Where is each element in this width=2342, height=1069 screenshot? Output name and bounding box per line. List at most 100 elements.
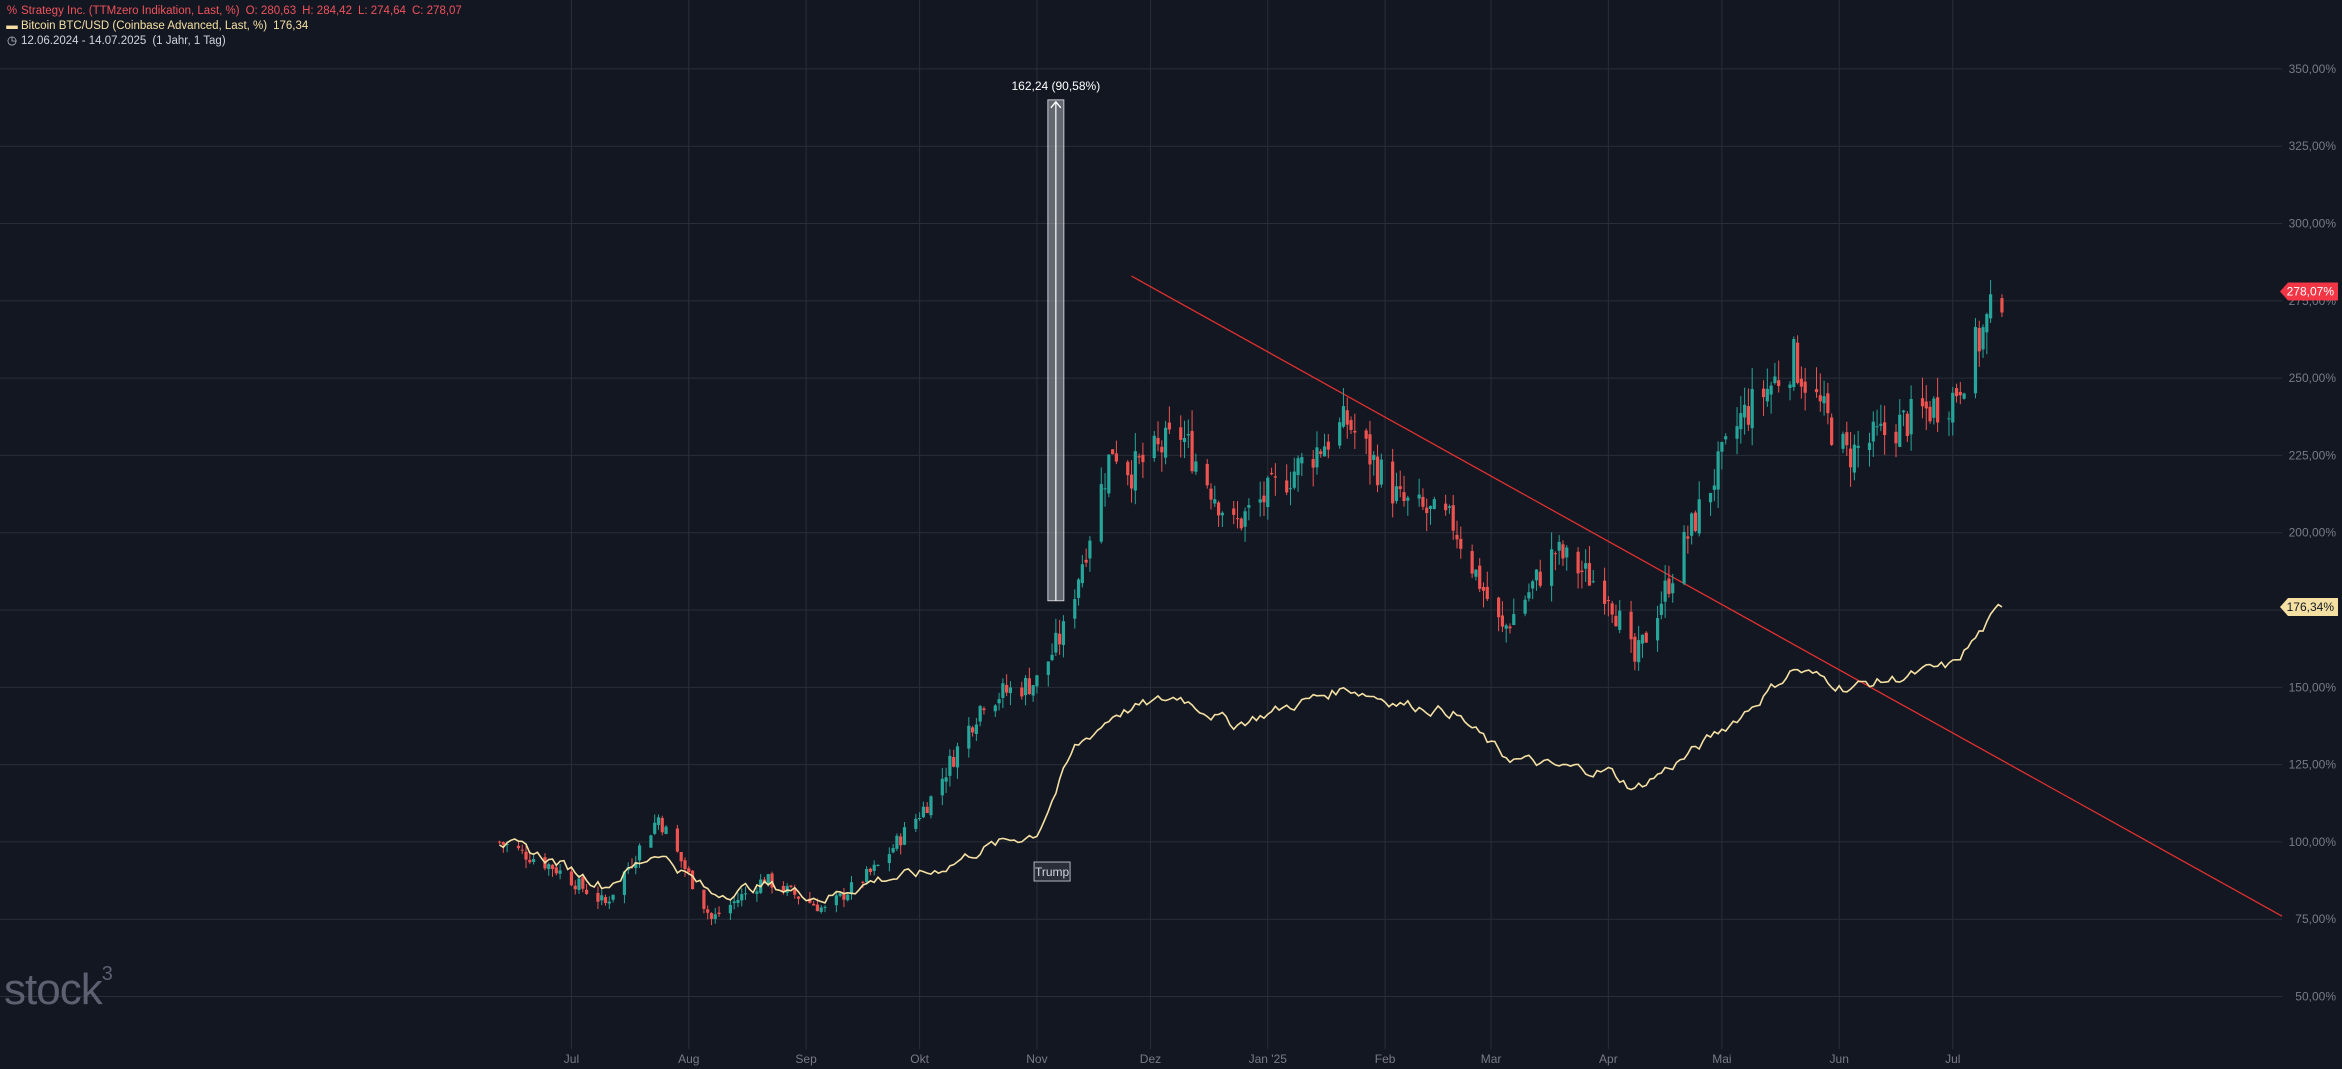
x-tick-label: Apr (1599, 1052, 1618, 1066)
candle-body (876, 864, 880, 866)
logo-sup: 3 (101, 963, 113, 985)
candle-body (1735, 426, 1739, 439)
candle-body (918, 818, 922, 820)
y-tick-label: 325,00% (2289, 139, 2337, 153)
candle-body (1803, 381, 1807, 393)
candle-body (1137, 456, 1141, 458)
candle-body (1958, 391, 1962, 396)
candle-body (622, 871, 627, 895)
candle-body (660, 818, 664, 833)
candle-body (1750, 389, 1754, 429)
candle-body (1769, 385, 1773, 395)
candle-body (497, 841, 502, 843)
candle-body (1425, 507, 1429, 514)
candle-body (1269, 472, 1274, 475)
x-tick-label: Jun (1830, 1052, 1849, 1066)
candle-body (1266, 477, 1270, 508)
candle-body (1160, 446, 1164, 453)
candle-body (1258, 499, 1262, 503)
candle-body (1523, 599, 1527, 614)
candle-body (1773, 376, 1777, 384)
trump-label-box (1033, 861, 1071, 882)
legend-row-strategy[interactable]: % Strategy Inc. (TTMzero Indikation, Las… (6, 4, 462, 19)
candle-body (683, 860, 687, 869)
chart-legend: % Strategy Inc. (TTMzero Indikation, Las… (6, 4, 462, 49)
candle-body (781, 885, 785, 892)
measure-arrow-head (1050, 100, 1062, 109)
legend-high: H: 284,42 (302, 5, 352, 17)
candle-body (728, 904, 732, 914)
price-tags: 278,07% 176,34% (2280, 282, 2338, 616)
candle-body (1315, 447, 1319, 468)
candle-body (1947, 418, 1951, 420)
stock3-logo: stock3 (4, 963, 113, 1015)
candle-body (808, 898, 812, 903)
candle-body (1027, 678, 1031, 694)
logo-text: stock (4, 965, 103, 1014)
candle-body (736, 899, 740, 903)
bitcoin-price-tag: 176,34% (2287, 600, 2335, 614)
candle-body (1451, 505, 1455, 531)
candle-body (501, 842, 505, 845)
candle-body (1088, 540, 1092, 559)
candle-body (948, 755, 952, 776)
candle-body (1655, 618, 1660, 641)
candle-body (1288, 488, 1293, 490)
candle-body (1179, 427, 1183, 440)
candle-body (1129, 474, 1134, 489)
candle-body (1792, 339, 1796, 388)
candle-body (1500, 615, 1505, 627)
candle-body (1932, 398, 1936, 418)
candle-body (1576, 551, 1580, 574)
legend-row-bitcoin[interactable]: ▬ Bitcoin BTC/USD (Coinbase Advanced, La… (6, 19, 462, 34)
clock-icon: ◷ (6, 35, 18, 47)
candle-body (974, 724, 978, 735)
candle-body (1512, 614, 1516, 626)
candle-body (558, 870, 562, 874)
candle-body (1322, 446, 1327, 457)
candle-body (1417, 494, 1421, 499)
candle-body (1697, 499, 1701, 534)
candle-body (1667, 578, 1671, 594)
trump-label: Trump (1035, 865, 1070, 879)
candle-body (1205, 463, 1209, 486)
candle-body (1871, 421, 1875, 442)
candle-body (1273, 476, 1277, 478)
x-tick-label: Jul (1945, 1052, 1960, 1066)
candle-body (1531, 581, 1535, 589)
candle-body (1708, 492, 1713, 503)
candle-body (1936, 397, 1940, 423)
y-tick-label: 125,00% (2289, 758, 2337, 772)
candle-body (1133, 451, 1137, 491)
candle-body (596, 892, 600, 902)
candle-body (524, 851, 528, 860)
candle-body (1035, 675, 1039, 687)
candle-body (997, 699, 1001, 704)
candle-body (1455, 534, 1459, 540)
candle-body (1432, 499, 1436, 510)
candle-body (1527, 592, 1531, 599)
candle-body (1746, 406, 1750, 425)
y-tick-label: 50,00% (2295, 990, 2336, 1004)
candle-body (770, 873, 774, 888)
candle-body (1292, 471, 1296, 488)
candle-body (603, 897, 608, 904)
candle-body (1235, 518, 1240, 520)
candle-body (573, 885, 577, 890)
candle-body (1232, 508, 1236, 515)
strategy-candles (497, 280, 2004, 926)
trendline (1131, 275, 2283, 917)
candle-body (1375, 456, 1380, 486)
x-tick-label: Feb (1375, 1052, 1396, 1066)
candle-body (1830, 417, 1834, 445)
candle-body (1924, 401, 1928, 409)
candle-body (664, 826, 668, 835)
candle-body (1084, 559, 1088, 563)
candle-body (970, 727, 975, 733)
measure-label: 162,24 (90,58%) (1011, 79, 1100, 93)
candle-body (532, 859, 536, 863)
candle-body (1633, 636, 1637, 662)
candle-body (1981, 327, 1985, 350)
candle-body (1319, 451, 1323, 454)
